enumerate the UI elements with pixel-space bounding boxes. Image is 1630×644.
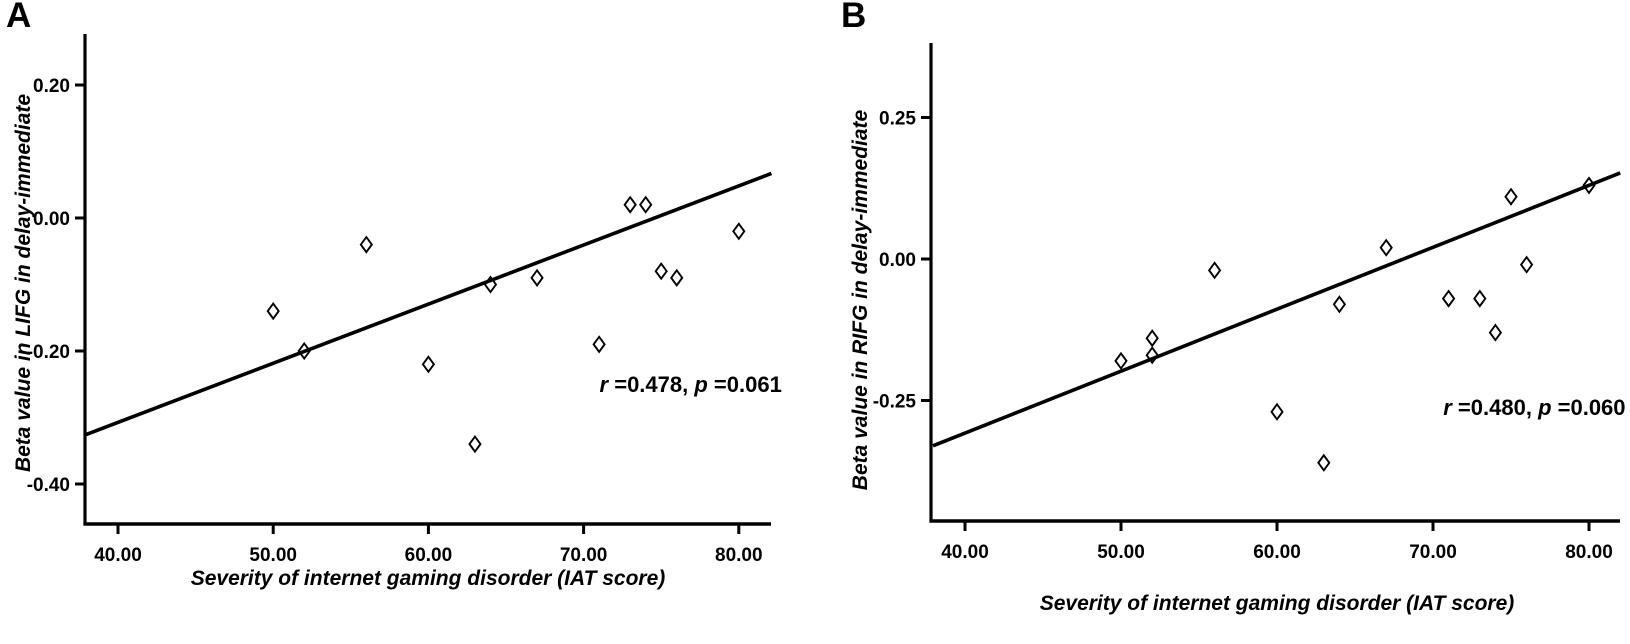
panel-a: A 40.00 50.00 60.00 70.00 80.00 0.20 0.00 -0.20… (6, 0, 782, 590)
correlation-annotation: r =0.480, p =0.060 (1443, 395, 1625, 420)
data-point-diamond (468, 434, 482, 454)
panel-a-letter: A (6, 0, 32, 35)
stat-value: =0.061 (708, 372, 782, 397)
data-point-diamond (266, 301, 280, 321)
data-point-diamond (1332, 295, 1347, 314)
data-point-diamond (1582, 176, 1596, 195)
x-tick-label: 70.00 (560, 545, 608, 566)
data-point-diamond (483, 275, 498, 294)
y-axis-title: Beta value in LIFG in delay-immediate (12, 94, 35, 472)
stat-value: =0.060 (1552, 395, 1626, 420)
x-tick-label: 50.00 (1097, 542, 1145, 563)
data-point-diamond (530, 268, 544, 287)
y-tick-label: 0.00 (33, 209, 70, 230)
y-tick-label: -0.40 (27, 475, 70, 496)
x-tick-label: 60.00 (1253, 542, 1301, 563)
data-point-diamond (1519, 255, 1534, 274)
y-axis-title: Beta value in RIFG in delay-immediate (849, 109, 872, 490)
stat-value: =0.478, (608, 372, 694, 397)
panel-a-chart: 40.00 50.00 60.00 70.00 80.00 0.20 0.00 -0.20 -0… (12, 34, 782, 590)
data-point-diamond (1379, 238, 1393, 257)
data-point-diamond (623, 195, 637, 214)
data-point-diamond (732, 222, 746, 241)
data-point-diamond (297, 341, 311, 361)
data-point-diamond (592, 335, 606, 354)
y-tick-label: 0.00 (879, 250, 916, 271)
x-tick-label: 40.00 (941, 542, 989, 563)
y-tick-label: 0.20 (33, 76, 70, 97)
data-point-diamond (1270, 402, 1284, 421)
data-point-diamond (421, 355, 436, 374)
panel-b-letter: B (841, 0, 867, 35)
x-tick-label: 80.00 (1565, 542, 1613, 563)
panel-b-chart: 40.00 50.00 60.00 70.00 80.00 0.25 0.00 -0.25 r … (849, 43, 1626, 615)
data-point-diamond (1207, 261, 1222, 280)
data-point-diamond (1488, 323, 1503, 342)
data-point-diamond (654, 262, 668, 281)
data-point-diamond (1114, 351, 1128, 370)
x-tick-label: 50.00 (249, 545, 297, 566)
y-tick-label: -0.25 (873, 392, 917, 413)
stat-symbol: r (600, 372, 610, 397)
stat-symbol: p (693, 372, 707, 397)
panel-b: B 40.00 50.00 60.00 70.00 80.00 0.25 0.00 -0.25… (815, 0, 1630, 644)
correlation-annotation: r =0.478, p =0.061 (600, 372, 782, 397)
x-tick-label: 70.00 (1409, 542, 1457, 563)
y-tick-label: 0.25 (879, 109, 916, 130)
x-tick-label: 80.00 (715, 545, 763, 566)
regression-line (932, 171, 1621, 448)
data-point-diamond (1317, 453, 1331, 472)
stat-symbol: r (1443, 395, 1453, 420)
x-axis-title: Severity of internet gaming disorder (IA… (191, 567, 666, 590)
x-tick-label: 40.00 (94, 545, 142, 566)
data-point-diamond (670, 268, 684, 287)
regression-line (84, 171, 773, 437)
x-axis-title: Severity of internet gaming disorder (IA… (1040, 592, 1515, 615)
data-point-diamond (1145, 329, 1159, 348)
data-point-diamond (359, 235, 373, 254)
data-point-diamond (1145, 346, 1159, 365)
stat-value: =0.480, (1452, 395, 1538, 420)
data-point-diamond (1504, 187, 1518, 206)
data-point-diamond (1441, 289, 1456, 308)
data-point-diamond (639, 195, 653, 214)
stat-symbol: p (1537, 395, 1551, 420)
data-point-diamond (1473, 289, 1487, 308)
x-tick-label: 60.00 (405, 545, 453, 566)
y-tick-label: -0.20 (27, 342, 70, 363)
